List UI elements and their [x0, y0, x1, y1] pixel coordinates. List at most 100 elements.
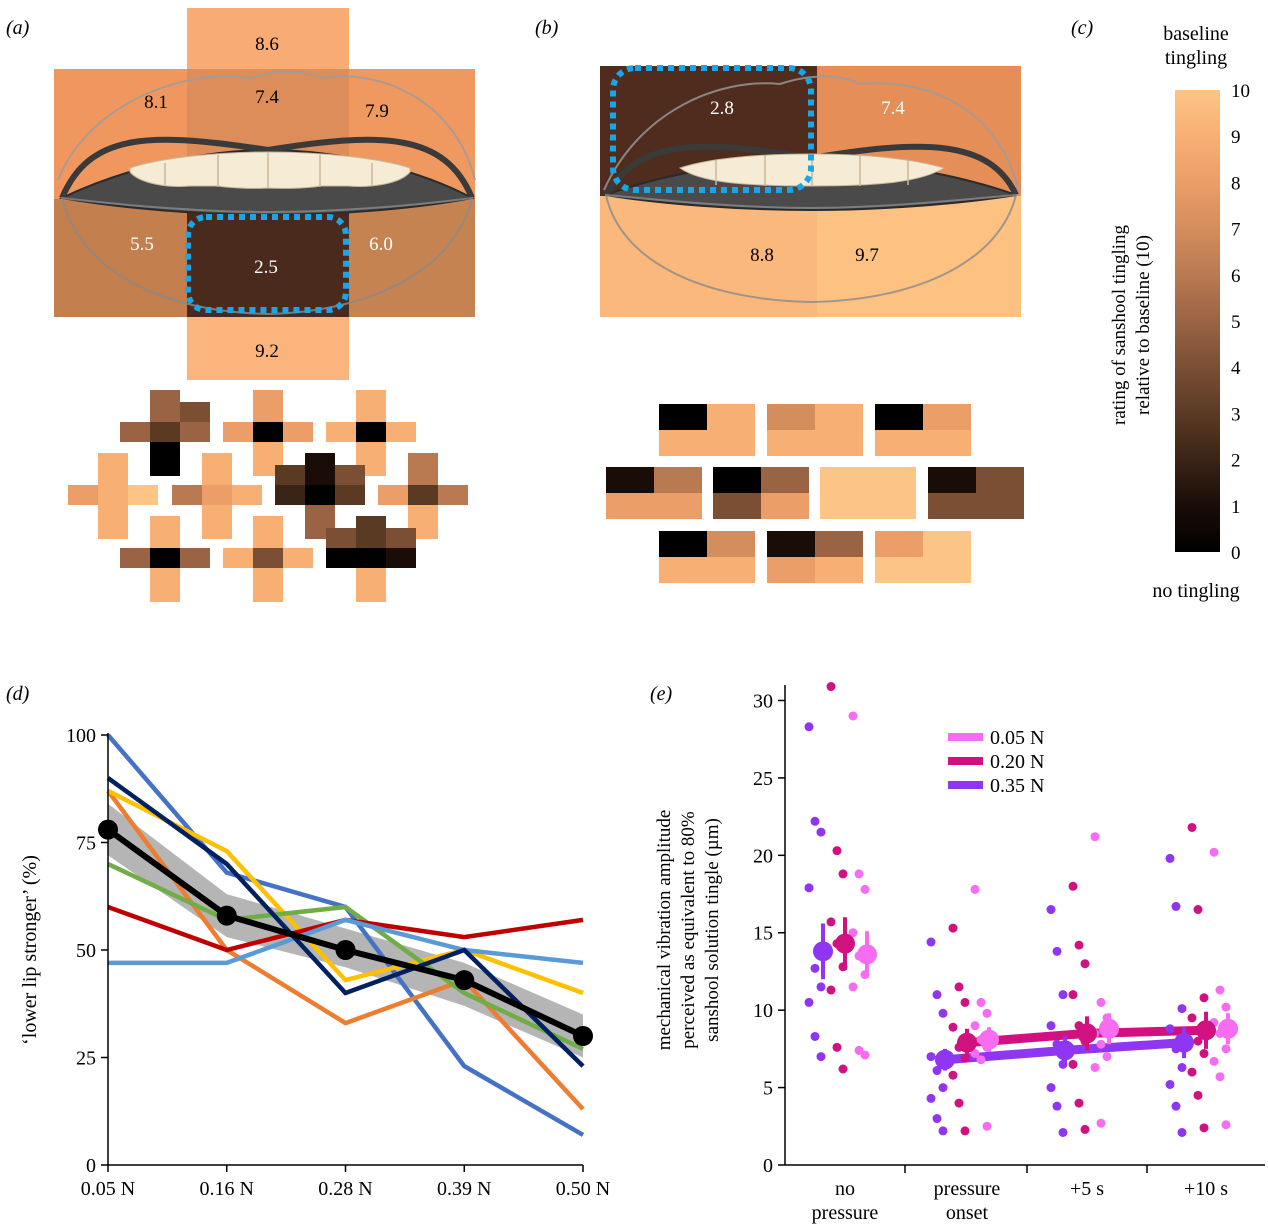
mosaic-tile: [202, 505, 232, 525]
y-tick-label: 0: [86, 1155, 96, 1177]
mosaic-tile: [767, 430, 815, 456]
data-point: [860, 1050, 870, 1060]
mosaic-tile: [654, 493, 702, 519]
mean-point: [1196, 1020, 1216, 1041]
x-tick-label: 0.28 N: [318, 1178, 372, 1200]
mean-point: [957, 1032, 977, 1053]
mosaic-tile: [356, 422, 386, 442]
mosaic-tile: [356, 402, 386, 422]
data-point: [932, 990, 942, 1000]
mean-point: [216, 905, 237, 926]
mosaic-tile: [150, 402, 180, 422]
data-point: [954, 982, 964, 992]
data-point: [938, 1126, 948, 1136]
y-axis-label: ‘lower lip stronger’ (%): [19, 855, 41, 1045]
mosaic-tile: [659, 557, 707, 583]
data-point: [804, 997, 814, 1007]
mosaic-tile: [98, 505, 128, 525]
mosaic-tile: [326, 548, 356, 568]
mosaic-tile: [253, 588, 283, 602]
data-point: [1193, 905, 1203, 915]
mosaic-tile: [356, 516, 386, 528]
legend-label: 0.20 N: [990, 751, 1044, 773]
data-point: [810, 816, 820, 826]
data-point: [1046, 905, 1056, 915]
mosaic-tile: [659, 531, 707, 557]
mosaic-tile: [923, 531, 971, 557]
data-point: [976, 997, 986, 1007]
x-tick-label: 0.16 N: [200, 1178, 254, 1200]
mean-point: [335, 940, 356, 960]
data-point: [1046, 1083, 1056, 1093]
data-point: [816, 1052, 826, 1062]
mosaic-tile: [868, 493, 916, 519]
mosaic-tile: [305, 485, 335, 505]
mosaic-tile: [356, 442, 386, 462]
mosaic-tile: [356, 568, 386, 588]
data-point: [1187, 822, 1197, 832]
colorbar-top-label-2: tingling: [1165, 47, 1227, 69]
data-point: [1074, 940, 1084, 950]
panel-a-rating-lower-right: 6.0: [369, 234, 393, 255]
mosaic-tile: [868, 467, 916, 493]
mosaic-tile: [976, 467, 1024, 493]
mosaic-tile: [356, 548, 386, 568]
series-line: [106, 776, 585, 1068]
mosaic-tile: [761, 467, 809, 493]
panel-b-rating-upper-left: 2.8: [710, 98, 734, 119]
mosaic-tile: [928, 493, 976, 519]
panel-e: (e) 051015202530nopressurepressureonset+…: [650, 682, 1265, 1224]
mosaic-tile: [815, 557, 863, 583]
mosaic-tile: [408, 505, 438, 525]
data-point: [1068, 990, 1078, 1000]
y-tick-label: 75: [76, 833, 96, 855]
data-point: [810, 1031, 820, 1041]
mosaic-tile: [305, 505, 335, 525]
y-tick-label: 0: [763, 1155, 773, 1177]
data-point: [1193, 1090, 1203, 1100]
data-point: [1199, 993, 1209, 1003]
legend-label: 0.05 N: [990, 727, 1044, 749]
data-point: [1199, 1049, 1209, 1059]
mosaic-tile: [98, 525, 128, 539]
x-tick-label: 0.05 N: [81, 1178, 135, 1200]
data-point: [1165, 853, 1175, 863]
series-line: [106, 789, 585, 1111]
x-tick-label: +5 s: [1070, 1178, 1104, 1200]
panel-d: (d) 0 25 50 75 100 0.05 N 0.16 N 0.28 N 0.39 N 0.…: [6, 683, 610, 1200]
mosaic-tile: [923, 430, 971, 456]
data-point: [1080, 1124, 1090, 1134]
mosaic-tile: [275, 485, 305, 505]
mosaic-tile: [150, 516, 180, 528]
colorbar-tick-label: 8: [1231, 173, 1241, 194]
mosaic-tile: [253, 528, 283, 548]
y-tick-label: 5: [763, 1078, 773, 1100]
y-tick-label: 50: [76, 940, 96, 962]
mosaic-tile: [386, 548, 416, 568]
data-point: [1221, 1120, 1231, 1130]
data-point: [1090, 832, 1100, 842]
x-tick-label: onset: [946, 1202, 989, 1224]
mosaic-tile: [253, 422, 283, 442]
data-point: [938, 1083, 948, 1093]
mosaic-tile: [253, 568, 283, 588]
data-point: [816, 827, 826, 837]
panel-a-highlight: [185, 214, 349, 313]
data-point: [1068, 881, 1078, 891]
mosaic-tile: [438, 485, 468, 505]
y-tick-label: 100: [66, 725, 96, 747]
data-point: [1209, 1056, 1219, 1066]
mosaic-tile: [654, 467, 702, 493]
panel-b-highlight: [610, 65, 814, 193]
y-tick-label: 10: [753, 1000, 773, 1022]
y-tick-label: 25: [76, 1048, 96, 1070]
mosaic-tile: [923, 404, 971, 430]
data-point: [810, 963, 820, 973]
colorbar-axis-label-2: relative to baseline (10): [1133, 235, 1154, 415]
data-point: [826, 682, 836, 692]
mosaic-tile: [659, 430, 707, 456]
series-line: [108, 917, 584, 966]
series-line: [107, 861, 584, 1051]
data-point: [938, 1008, 948, 1018]
